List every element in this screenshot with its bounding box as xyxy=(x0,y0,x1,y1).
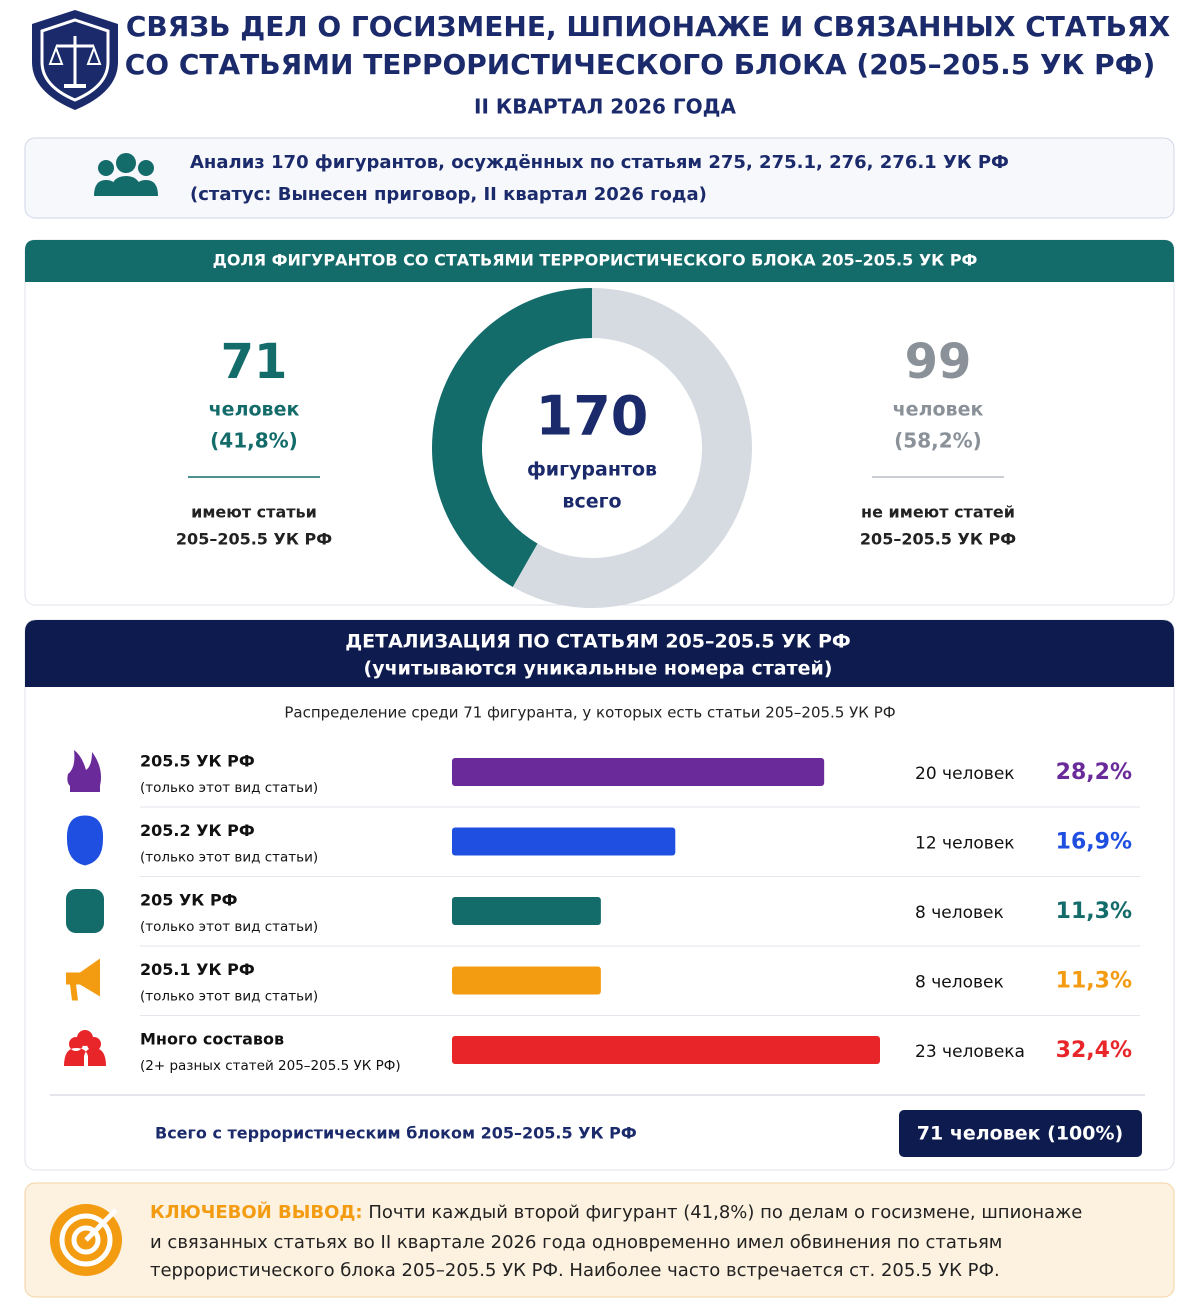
conclusion-line: террористического блока 205–205.5 УК РФ.… xyxy=(150,1260,1000,1281)
donut-segment xyxy=(512,288,752,608)
side-unit: человек xyxy=(209,399,300,421)
bar-rows: 205.5 УК РФ (только этот вид статьи) 20 че… xyxy=(64,750,1140,1074)
people-icon xyxy=(94,153,158,196)
side-caption: 205–205.5 УК РФ xyxy=(860,530,1016,549)
count-label: 20 человек xyxy=(915,764,1015,784)
row-sub: (только этот вид статьи) xyxy=(140,850,318,866)
share-sides: 71 человек (41,8%) имеют статьи 205–205.5 УК… xyxy=(176,334,1016,549)
side-value: 71 xyxy=(221,334,288,390)
row-name: 205.2 УК РФ xyxy=(140,821,255,840)
title: СО СТАТЬЯМИ ТЕРРОРИСТИЧЕСКОГО БЛОКА (205… xyxy=(125,48,1156,81)
row-name: 205 УК РФ xyxy=(140,891,238,910)
bar xyxy=(452,827,676,856)
row-sub: (2+ разных статей 205–205.5 УК РФ) xyxy=(140,1058,401,1074)
row-icon xyxy=(67,750,101,792)
detail-heading: ДЕТАЛИЗАЦИЯ ПО СТАТЬЯМ 205–205.5 УК РФ xyxy=(345,631,851,653)
conclusion-text: КЛЮЧЕВОЙ ВЫВОД: Почти каждый второй фигу… xyxy=(150,1201,1082,1223)
donut-caption: фигурантов xyxy=(527,459,657,481)
side-caption: имеют статьи xyxy=(191,503,317,522)
count-label: 8 человек xyxy=(915,973,1004,993)
row-sub: (только этот вид статьи) xyxy=(140,919,318,935)
row-name: 205.5 УК РФ xyxy=(140,752,255,771)
bar xyxy=(452,758,825,786)
total-label: Всего с террористическим блоком 205–205.… xyxy=(155,1124,637,1143)
share-heading: ДОЛЯ ФИГУРАНТОВ СО СТАТЬЯМИ ТЕРРОРИСТИЧЕ… xyxy=(213,251,978,270)
detail-heading: (учитываются уникальные номера статей) xyxy=(364,658,833,680)
logo xyxy=(32,10,118,110)
side-value: 99 xyxy=(905,334,972,390)
row-name: 205.1 УК РФ xyxy=(140,960,255,979)
detail-note: Распределение среди 71 фигуранта, у кото… xyxy=(284,704,895,722)
intro-text: (статус: Вынесен приговор, II квартал 20… xyxy=(190,184,707,205)
percent-label: 16,9% xyxy=(1056,830,1132,855)
donut-segment xyxy=(431,288,592,588)
row-icon xyxy=(64,1030,106,1066)
count-label: 12 человек xyxy=(915,834,1015,854)
row-icon xyxy=(66,815,104,866)
conclusion-box xyxy=(24,1182,1175,1298)
percent-label: 11,3% xyxy=(1056,969,1132,994)
percent-label: 11,3% xyxy=(1056,899,1132,924)
side-percent: (41,8%) xyxy=(210,429,298,453)
row-sub: (только этот вид статьи) xyxy=(140,989,318,1005)
target-icon xyxy=(50,1204,122,1276)
percent-label: 28,2% xyxy=(1056,760,1132,785)
bar xyxy=(452,966,601,995)
side-caption: не имеют статей xyxy=(861,503,1015,522)
subtitle: II КВАРТАЛ 2026 ГОДА xyxy=(474,95,736,119)
row-icon xyxy=(66,958,100,1001)
bar xyxy=(452,897,601,925)
side-percent: (58,2%) xyxy=(894,429,982,453)
conclusion-label: КЛЮЧЕВОЙ ВЫВОД: xyxy=(150,1201,363,1223)
percent-label: 32,4% xyxy=(1056,1038,1132,1063)
row-sub: (только этот вид статьи) xyxy=(140,780,318,796)
total-value: 71 человек (100%) xyxy=(917,1123,1123,1145)
title: СВЯЗЬ ДЕЛ О ГОСИЗМЕНЕ, ШПИОНАЖЕ И СВЯЗАН… xyxy=(126,10,1171,43)
count-label: 23 человека xyxy=(915,1042,1025,1062)
row-icon xyxy=(66,889,104,933)
row-name: Много составов xyxy=(140,1030,284,1049)
count-label: 8 человек xyxy=(915,903,1004,923)
donut-total: 170 xyxy=(536,385,649,448)
donut-caption: всего xyxy=(562,491,621,513)
share-header xyxy=(25,240,1174,282)
intro-box xyxy=(24,137,1175,219)
bar xyxy=(452,1036,880,1064)
conclusion-line: и связанных статьях во II квартале 2026 … xyxy=(150,1232,1002,1253)
detail-header xyxy=(25,620,1174,687)
side-unit: человек xyxy=(893,399,984,421)
conclusion-line: Почти каждый второй фигурант (41,8%) по … xyxy=(363,1202,1083,1223)
intro-text: Анализ 170 фигурантов, осуждённых по ста… xyxy=(190,152,1009,173)
donut xyxy=(431,288,752,608)
total-box xyxy=(899,1110,1142,1157)
side-caption: 205–205.5 УК РФ xyxy=(176,530,332,549)
